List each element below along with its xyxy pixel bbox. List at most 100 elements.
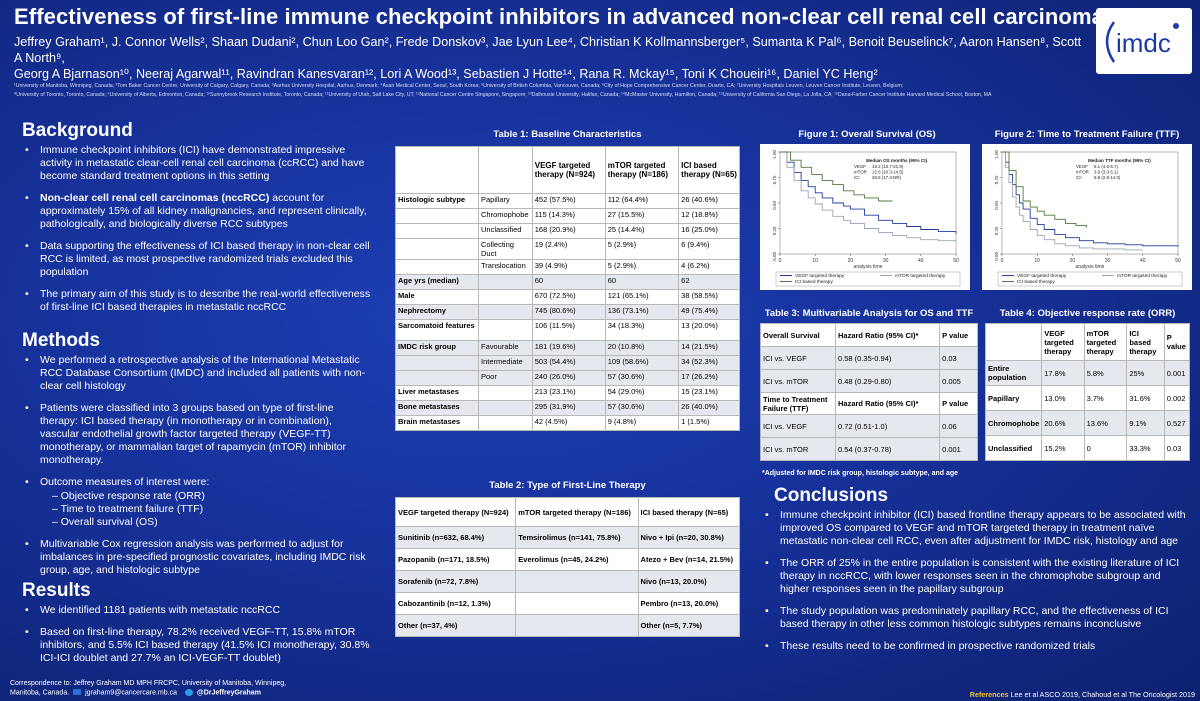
- table-cell: 106 (11.5%): [531, 319, 606, 341]
- table-cell: 181 (19.6%): [531, 340, 606, 356]
- results-section: Results • We identified 1181 patients wit…: [22, 580, 372, 674]
- methods-section: Methods • We performed a retrospective an…: [22, 330, 372, 586]
- methods-bullet: • We performed a retrospective analysis o…: [25, 354, 366, 392]
- y-tick-label: 0.25: [994, 226, 999, 235]
- table-row: Sorafenib (n=72, 7.8%) Nivo (n=13, 20.0%): [394, 570, 741, 593]
- table-cell: 19 (2.4%): [531, 238, 606, 260]
- table-cell: 5 (2.9%): [604, 259, 680, 275]
- legend-entry: mTOR targeted therapy: [1117, 273, 1168, 279]
- table-row: Entire population 17.8% 5.8% 25% 0.001: [984, 360, 1191, 386]
- table-row: Liver metastases 213 (23.1%) 54 (29.0%) 15 …: [395, 385, 740, 401]
- table-cell: [478, 385, 533, 401]
- legend-entry: VEGF targeted therapy: [795, 273, 845, 279]
- table-cell: [478, 415, 533, 431]
- table-cell: 121 (65.1%): [604, 289, 680, 305]
- table-header-cell: Time to Treatment Failure (TTF): [760, 392, 836, 415]
- table-row: Pazopanib (n=171, 18.5%) Everolimus (n=45…: [394, 548, 741, 571]
- logo-text: imdc: [1116, 28, 1171, 58]
- table-cell: Male: [395, 289, 479, 305]
- multivariable-analysis-table: Overall Survival Hazard Ratio (95% CI)* P …: [760, 323, 978, 461]
- inset-value: 6.9 (2.8-14.0): [1094, 175, 1121, 180]
- y-tick-label: 0.00: [772, 252, 777, 261]
- table-cell: Liver metastases: [395, 385, 479, 401]
- twitter-handle[interactable]: @DrJeffreyGraham: [196, 689, 261, 697]
- references-label: References: [969, 690, 1009, 699]
- table-cell: 57 (30.6%): [604, 370, 680, 386]
- conclusion-text: These results need to be confirmed in pr…: [780, 640, 1096, 652]
- conclusions-heading: Conclusions: [774, 485, 889, 506]
- table-cell: Favourable: [478, 340, 533, 356]
- table-cell: [478, 289, 533, 305]
- table-cell: [395, 355, 479, 371]
- background-section: Background • Immune checkpoint inhibitors…: [22, 120, 372, 323]
- table-row: ICI vs. mTOR 0.54 (0.37-0.78) 0.001: [760, 437, 978, 461]
- table-cell: 452 (57.5%): [531, 193, 606, 209]
- outcome-item: – Time to treatment failure (TTF): [52, 503, 204, 515]
- table-header-cell: P value: [939, 323, 978, 347]
- conclusion-text: Immune checkpoint inhibitor (ICI) based …: [780, 509, 1186, 547]
- table-header-cell: VEGF targeted therapy (N=924): [394, 497, 517, 527]
- background-bullet: • The primary aim of this study is to des…: [22, 288, 372, 314]
- logo-dot-icon: [1173, 23, 1179, 29]
- conclusion-text: The study population was predominately p…: [780, 605, 1169, 630]
- table-cell: Unclassified: [984, 435, 1043, 461]
- table1-panel: VEGF targeted therapy (N=924) mTOR target…: [395, 146, 740, 431]
- table-cell: 6 (9.4%): [678, 238, 740, 260]
- authors-line-2: Georg A Bjarnason¹⁰, Neeraj Agarwal¹¹, R…: [14, 67, 878, 81]
- table-cell: 0.03: [1163, 435, 1191, 461]
- bullet-icon: •: [765, 509, 769, 521]
- table-cell: 39 (4.9%): [531, 259, 606, 275]
- plot-area: [779, 151, 957, 255]
- x-tick-label: 50: [1175, 258, 1181, 264]
- conclusions-bullets: • Immune checkpoint inhibitor (ICI) based…: [762, 509, 1192, 653]
- table-cell: 3.7%: [1083, 385, 1128, 411]
- y-tick-label: 1.00: [772, 150, 777, 159]
- table-cell: 13 (20.0%): [678, 319, 740, 341]
- x-tick-label: 20: [1070, 258, 1076, 264]
- table-cell: 1 (1.5%): [678, 415, 740, 431]
- logo-arc-icon: [1105, 21, 1116, 63]
- background-bullet: • Data supporting the effectiveness of IC…: [22, 240, 372, 279]
- first-line-therapy-table: VEGF targeted therapy (N=924) mTOR target…: [394, 497, 741, 637]
- table-header-cell: ICI based therapy: [1126, 323, 1165, 361]
- table-cell: 12 (18.8%): [678, 208, 740, 224]
- table-row: Chromophobe 115 (14.3%) 27 (15.5%) 12 (18.8…: [395, 208, 740, 224]
- table-cell: Sorafenib (n=72, 7.8%): [394, 570, 517, 593]
- conclusion-bullet: • These results need to be confirmed in p…: [762, 640, 1192, 653]
- background-bullet: • Non-clear cell renal cell carcinomas (n…: [22, 192, 372, 231]
- bullet-icon: •: [25, 604, 29, 616]
- email-link[interactable]: jgraham9@cancercare.mb.ca: [85, 689, 177, 697]
- bullet-icon: •: [25, 538, 29, 550]
- table-header-row: VEGF targeted therapy (N=924) mTOR target…: [394, 497, 741, 527]
- references-text: Lee et al ASCO 2019, Chahoud et al The O…: [1008, 690, 1196, 699]
- table-cell: [478, 319, 533, 341]
- table-cell: ICI vs. mTOR: [760, 369, 836, 393]
- table-cell: 33.3%: [1126, 435, 1165, 461]
- table-row: IMDC risk group Favourable 181 (19.6%) 20 (…: [395, 340, 740, 356]
- table-cell: [478, 304, 533, 320]
- outcome-list: – Objective response rate (ORR) – Time t…: [40, 490, 372, 529]
- table-cell: Nivo + Ipi (n=20, 30.8%): [637, 526, 741, 549]
- table-cell: 136 (73.1%): [604, 304, 680, 320]
- table-cell: 9 (4.8%): [604, 415, 680, 431]
- inset-value: 3.9 (3.0-5.1): [1094, 170, 1118, 175]
- table-header-cell: [395, 146, 479, 194]
- author-list: Jeffrey Graham¹, J. Connor Wells², Shaan…: [14, 34, 1084, 82]
- table-row: Unclassified 168 (20.9%) 25 (14.4%) 16 (25.…: [395, 223, 740, 239]
- x-tick-label: 10: [812, 258, 818, 264]
- table-cell: 9.1%: [1126, 410, 1165, 436]
- table-cell: 42 (4.5%): [531, 415, 606, 431]
- table-cell: 60: [531, 274, 606, 290]
- affiliations-line-2: ⁸University of Toronto, Toronto, Canada;…: [14, 91, 992, 98]
- table-cell: 240 (26.0%): [531, 370, 606, 386]
- twitter-icon: [184, 688, 193, 696]
- table-cell: 34 (18.3%): [604, 319, 680, 341]
- bullet-text: Data supporting the effectiveness of ICI…: [40, 240, 370, 278]
- table-cell: 0.001: [1163, 360, 1191, 386]
- conclusion-bullet: • Immune checkpoint inhibitor (ICI) based…: [762, 509, 1192, 548]
- correspondence-line-2: Manitoba, Canada. jgraham9@cancercare.mb…: [10, 688, 261, 697]
- table-cell: [478, 400, 533, 416]
- table1-title: Table 1: Baseline Characteristics: [493, 129, 642, 140]
- table-row: Cabozantinib (n=12, 1.3%) Pembro (n=13, 2…: [394, 592, 741, 615]
- authors-line-1: Jeffrey Graham¹, J. Connor Wells², Shaan…: [14, 35, 1082, 65]
